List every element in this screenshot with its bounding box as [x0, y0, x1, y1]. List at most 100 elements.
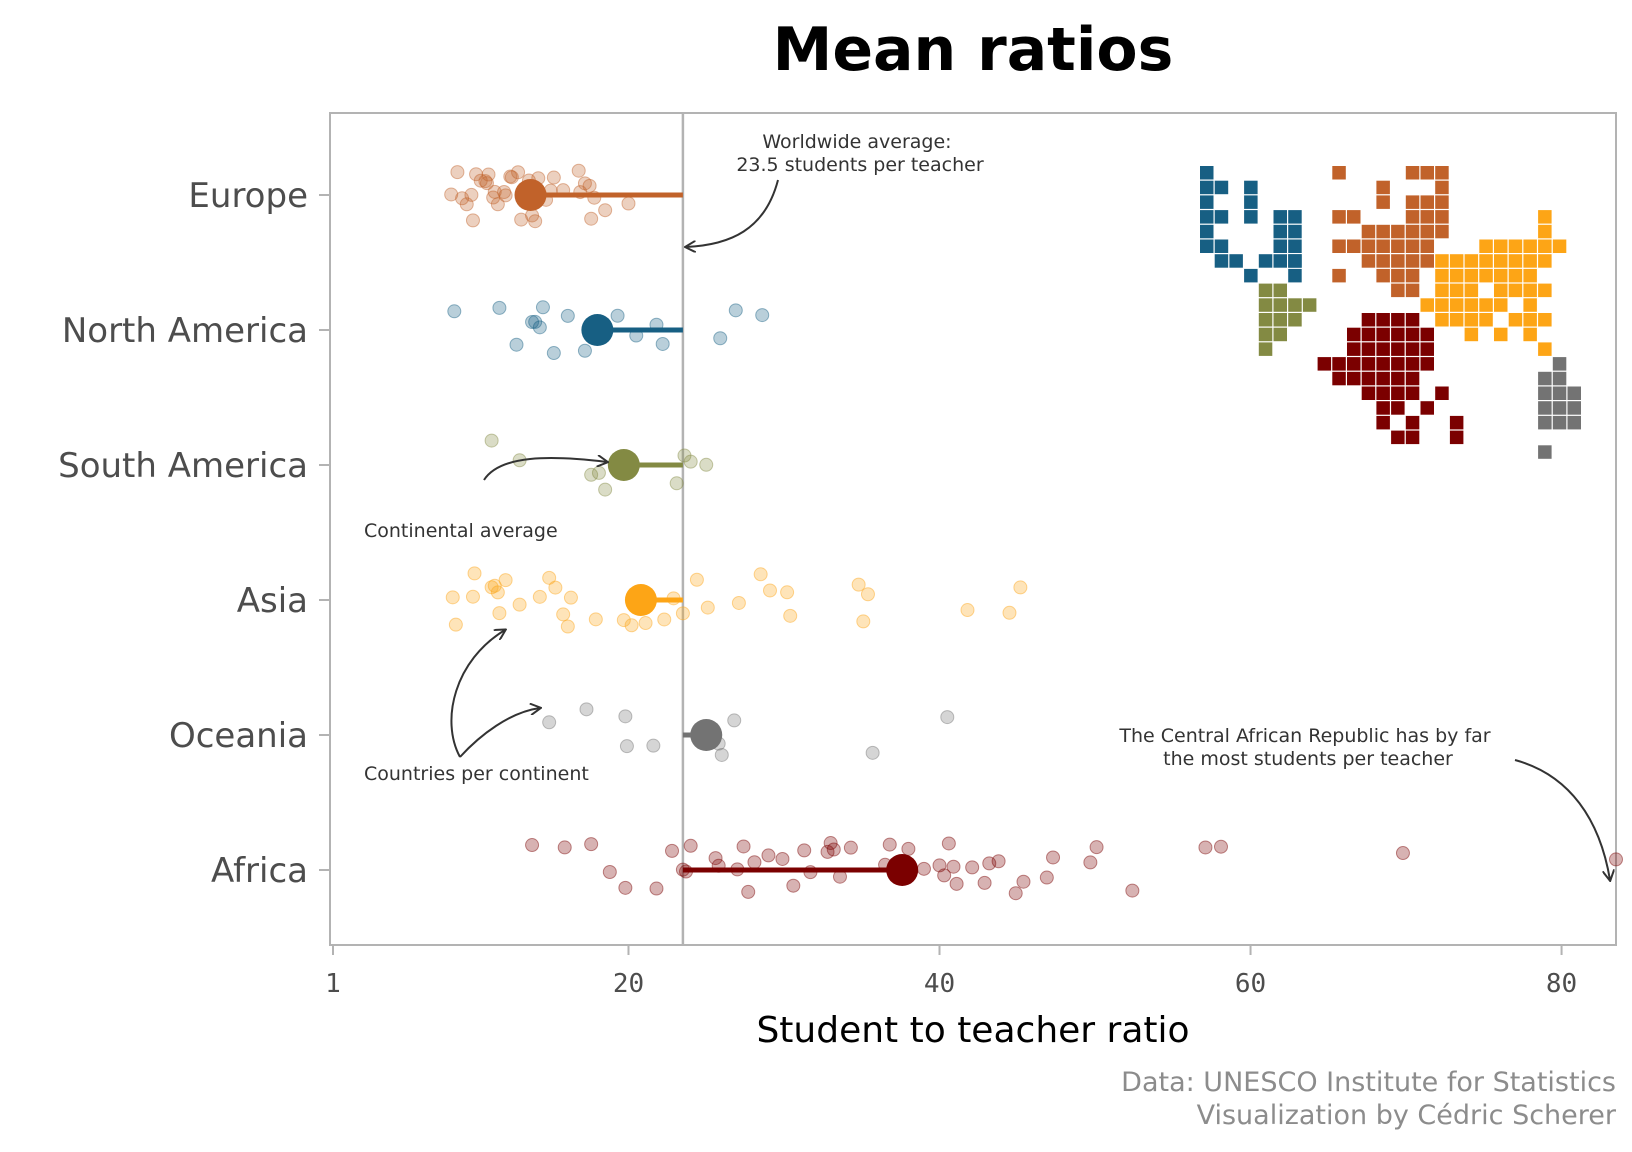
- world-map-tile: [1347, 210, 1361, 224]
- world-map-tile: [1347, 357, 1361, 371]
- world-map-tile: [1391, 313, 1405, 327]
- country-point: [982, 856, 997, 871]
- world-map-tile: [1405, 371, 1420, 386]
- world-map-tile: [1376, 371, 1390, 386]
- world-map-tile: [1567, 415, 1581, 430]
- country-point: [542, 715, 557, 730]
- world-map-tile: [1214, 239, 1229, 253]
- world-map-tile: [1435, 166, 1449, 180]
- world-map-tile: [1288, 254, 1302, 268]
- world-map-tile: [1405, 342, 1420, 356]
- country-point: [699, 457, 714, 472]
- world-map-tile: [1420, 298, 1434, 312]
- country-point: [649, 881, 664, 896]
- x-tick-label: 20: [613, 969, 644, 999]
- country-point: [448, 617, 463, 632]
- country-point: [937, 868, 952, 883]
- world-map-tile: [1464, 283, 1479, 298]
- world-map-tile: [1464, 268, 1479, 283]
- country-point: [621, 196, 636, 211]
- world-map-tile: [1508, 254, 1523, 268]
- world-map-tile: [1288, 268, 1302, 283]
- world-map-tile: [1332, 268, 1346, 283]
- world-map-tile: [1288, 298, 1302, 312]
- country-point: [546, 346, 561, 361]
- world-map-tile: [1508, 313, 1523, 327]
- world-map-tile: [1361, 239, 1376, 253]
- world-map-tile: [1376, 224, 1390, 239]
- world-map-tile: [1523, 313, 1537, 327]
- country-point: [563, 590, 578, 605]
- world-map-tile: [1200, 224, 1214, 239]
- country-point: [1039, 870, 1054, 885]
- world-map-tile: [1405, 430, 1420, 445]
- world-map-tile: [1347, 342, 1361, 356]
- x-tick-label: 80: [1546, 969, 1577, 999]
- country-point: [616, 613, 631, 628]
- country-point: [557, 840, 572, 855]
- world-map-tile: [1391, 327, 1405, 342]
- world-map-tile: [1405, 415, 1420, 430]
- country-point: [860, 587, 875, 602]
- country-point: [728, 303, 743, 318]
- country-point: [669, 476, 684, 491]
- world-map-tile: [1317, 357, 1332, 371]
- country-point: [546, 170, 561, 185]
- country-point: [511, 165, 526, 180]
- world-map-tile: [1449, 298, 1464, 312]
- country-point: [492, 300, 507, 315]
- world-map-tile: [1391, 430, 1405, 445]
- country-point: [479, 176, 494, 191]
- continental-average-annotation: Continental average: [364, 520, 558, 542]
- country-point: [584, 837, 599, 852]
- country-point: [484, 580, 499, 595]
- country-point: [708, 851, 723, 866]
- country-point: [444, 187, 459, 202]
- world-map-tile: [1391, 254, 1405, 268]
- world-map-tile: [1508, 268, 1523, 283]
- country-point: [610, 308, 625, 323]
- world-map-tile: [1258, 327, 1273, 342]
- world-map-tile: [1376, 415, 1390, 430]
- country-point: [949, 876, 964, 891]
- country-point: [753, 567, 768, 582]
- country-point: [727, 713, 742, 728]
- country-point: [775, 851, 790, 866]
- world-map-tile: [1435, 195, 1449, 209]
- world-map-tile: [1405, 386, 1420, 400]
- country-point: [940, 710, 955, 725]
- world-map-tile: [1552, 386, 1567, 400]
- country-point: [683, 838, 698, 853]
- world-map-tile: [1523, 327, 1537, 342]
- country-point: [512, 597, 527, 612]
- country-point: [747, 855, 762, 870]
- y-tick-label: South America: [58, 446, 308, 486]
- country-point: [657, 612, 672, 627]
- world-map-tile: [1391, 357, 1405, 371]
- country-point: [591, 465, 606, 480]
- world-map-tile: [1214, 180, 1229, 195]
- world-map-tile: [1508, 239, 1523, 253]
- country-point: [548, 580, 563, 595]
- world-map-tile: [1273, 313, 1287, 327]
- x-tick-label: 1: [325, 969, 341, 999]
- world-map-tile: [1435, 313, 1449, 327]
- country-point: [504, 170, 519, 185]
- world-map-tile: [1435, 298, 1449, 312]
- world-map-tile: [1552, 371, 1567, 386]
- world-map-tile: [1464, 313, 1479, 327]
- country-point: [579, 702, 594, 717]
- country-point: [946, 859, 961, 874]
- countries-arrow-asia: [450, 630, 505, 758]
- world-map-tile: [1332, 239, 1346, 253]
- country-point: [786, 878, 801, 893]
- country-point: [941, 836, 956, 851]
- world-map-tile: [1244, 268, 1258, 283]
- country-point: [498, 188, 513, 203]
- country-point: [497, 184, 512, 199]
- world-map-tile: [1376, 386, 1390, 400]
- world-map-tile: [1464, 327, 1479, 342]
- country-point: [1609, 852, 1623, 867]
- car-annotation: The Central African Republic has by far …: [1118, 725, 1496, 770]
- country-point: [977, 875, 992, 890]
